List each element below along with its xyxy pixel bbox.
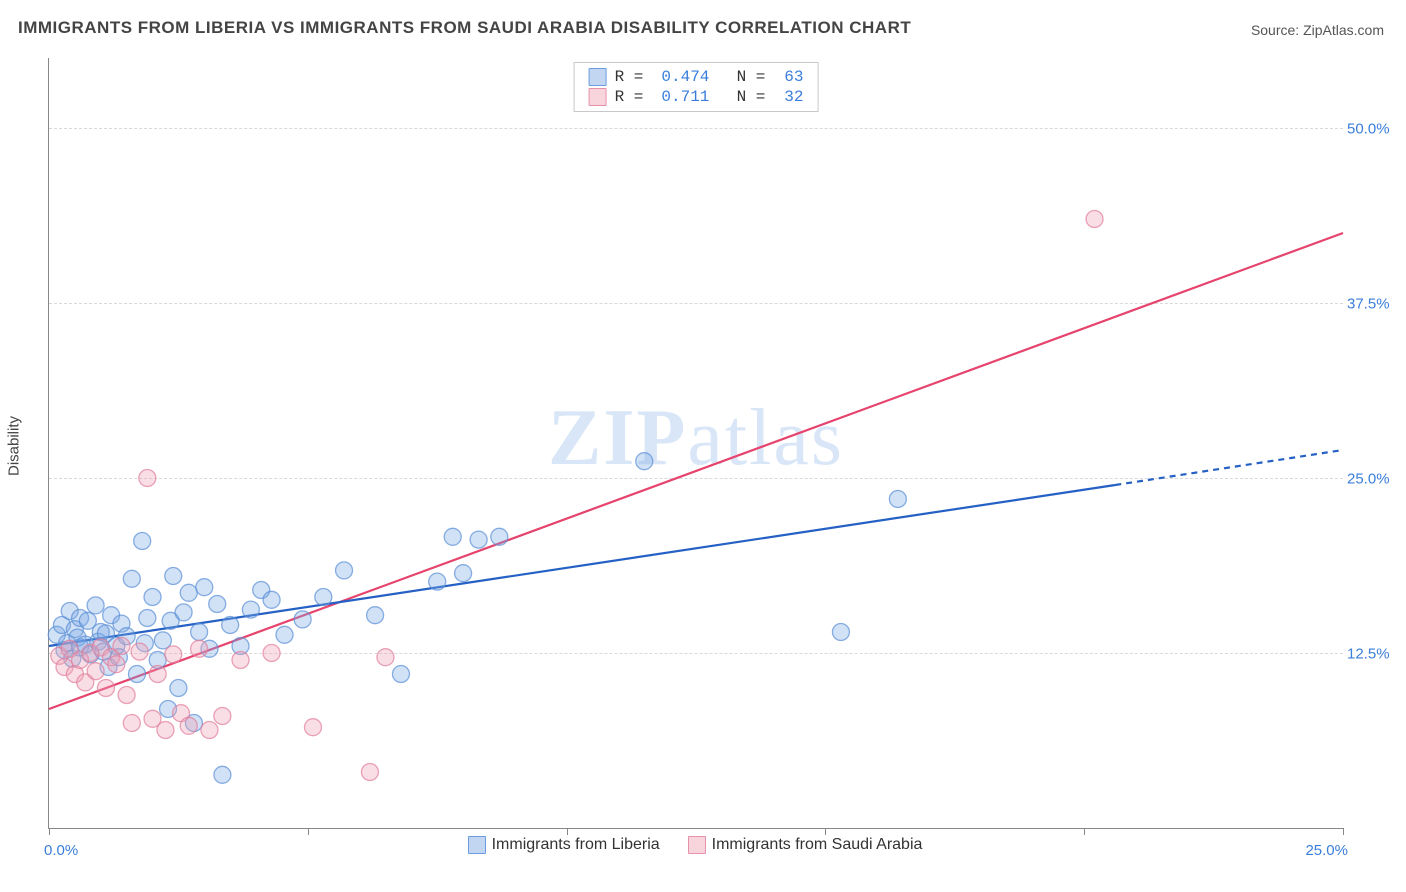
- n-value-saudi: 32: [773, 88, 803, 106]
- correlation-legend: R = 0.474 N = 63 R = 0.711 N = 32: [574, 62, 819, 112]
- data-point: [134, 533, 151, 550]
- n-label: N =: [715, 88, 767, 106]
- data-point: [165, 568, 182, 585]
- data-point: [263, 645, 280, 662]
- data-point: [108, 656, 125, 673]
- x-tick: [1343, 828, 1344, 835]
- data-point: [113, 638, 130, 655]
- data-point: [377, 649, 394, 666]
- data-point: [304, 719, 321, 736]
- data-point: [191, 640, 208, 657]
- data-point: [97, 680, 114, 697]
- swatch-liberia-icon: [589, 68, 607, 86]
- data-point: [180, 584, 197, 601]
- data-point: [149, 666, 166, 683]
- x-tick: [825, 828, 826, 835]
- chart-container: IMMIGRANTS FROM LIBERIA VS IMMIGRANTS FR…: [0, 0, 1406, 892]
- data-point: [214, 766, 231, 783]
- data-point: [123, 570, 140, 587]
- r-label: R =: [613, 68, 646, 86]
- plot-area: 50.0%37.5%25.0%12.5% ZIPatlas R = 0.474 …: [48, 58, 1343, 829]
- y-tick-label: 50.0%: [1347, 121, 1399, 138]
- x-tick: [308, 828, 309, 835]
- correlation-legend-row-saudi: R = 0.711 N = 32: [575, 87, 818, 107]
- x-tick: [1084, 828, 1085, 835]
- y-tick-label: 37.5%: [1347, 296, 1399, 313]
- data-point: [170, 680, 187, 697]
- data-point: [165, 646, 182, 663]
- r-value-liberia: 0.474: [651, 68, 709, 86]
- swatch-saudi-icon: [688, 836, 706, 854]
- data-point: [87, 663, 104, 680]
- series-legend: Immigrants from Liberia Immigrants from …: [48, 836, 1342, 854]
- data-point: [157, 722, 174, 739]
- data-point: [276, 626, 293, 643]
- data-point: [392, 666, 409, 683]
- data-point: [87, 597, 104, 614]
- data-point: [263, 591, 280, 608]
- data-point: [128, 666, 145, 683]
- y-tick-label: 12.5%: [1347, 646, 1399, 663]
- data-point: [889, 491, 906, 508]
- legend-label-liberia: Immigrants from Liberia: [492, 836, 660, 854]
- data-point: [367, 607, 384, 624]
- correlation-legend-row-liberia: R = 0.474 N = 63: [575, 67, 818, 87]
- data-point: [294, 611, 311, 628]
- data-point: [144, 589, 161, 606]
- data-point: [123, 715, 140, 732]
- data-point: [214, 708, 231, 725]
- legend-label-saudi: Immigrants from Saudi Arabia: [712, 836, 923, 854]
- legend-item-liberia: Immigrants from Liberia: [468, 836, 660, 854]
- data-point: [209, 596, 226, 613]
- data-point: [315, 589, 332, 606]
- trendline: [1115, 450, 1343, 485]
- trendline: [49, 485, 1115, 646]
- data-point: [361, 764, 378, 781]
- chart-title: IMMIGRANTS FROM LIBERIA VS IMMIGRANTS FR…: [18, 18, 911, 38]
- r-label: R =: [613, 88, 646, 106]
- data-point: [336, 562, 353, 579]
- source-link[interactable]: ZipAtlas.com: [1303, 22, 1384, 38]
- y-tick-label: 25.0%: [1347, 471, 1399, 488]
- data-point: [429, 573, 446, 590]
- data-point: [222, 617, 239, 634]
- data-point: [470, 531, 487, 548]
- data-point: [175, 604, 192, 621]
- data-point: [201, 722, 218, 739]
- data-point: [636, 453, 653, 470]
- data-point: [154, 632, 171, 649]
- x-tick: [567, 828, 568, 835]
- source-attribution: Source: ZipAtlas.com: [1251, 22, 1384, 38]
- data-point: [139, 610, 156, 627]
- data-point: [191, 624, 208, 641]
- legend-item-saudi: Immigrants from Saudi Arabia: [688, 836, 923, 854]
- n-value-liberia: 63: [773, 68, 803, 86]
- swatch-saudi-icon: [589, 88, 607, 106]
- data-point: [118, 687, 135, 704]
- y-axis-title: Disability: [6, 416, 23, 476]
- x-tick: [49, 828, 50, 835]
- r-value-saudi: 0.711: [651, 88, 709, 106]
- data-point: [242, 601, 259, 618]
- data-point: [131, 643, 148, 660]
- data-point: [444, 528, 461, 545]
- data-point: [491, 528, 508, 545]
- data-point: [232, 652, 249, 669]
- data-point: [1086, 211, 1103, 228]
- data-point: [455, 565, 472, 582]
- chart-svg: [49, 58, 1343, 828]
- data-point: [180, 717, 197, 734]
- data-point: [196, 579, 213, 596]
- data-point: [832, 624, 849, 641]
- n-label: N =: [715, 68, 767, 86]
- swatch-liberia-icon: [468, 836, 486, 854]
- source-prefix: Source:: [1251, 22, 1303, 38]
- data-point: [139, 470, 156, 487]
